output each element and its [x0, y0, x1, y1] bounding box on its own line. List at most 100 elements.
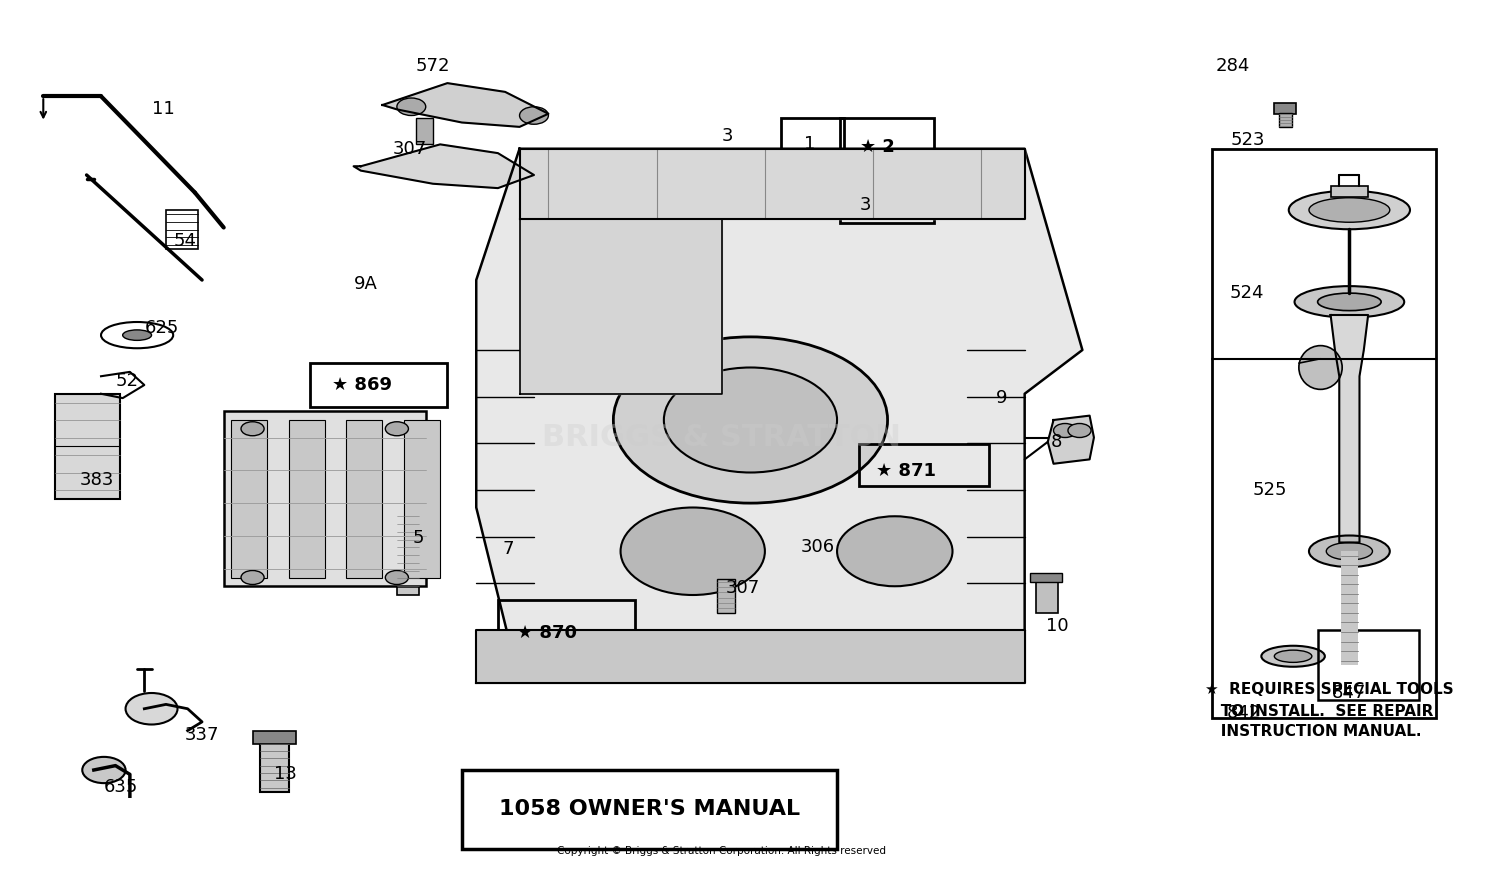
Ellipse shape [1310, 198, 1390, 222]
Ellipse shape [123, 330, 152, 340]
Bar [310, 363, 447, 407]
Bar [56, 394, 120, 499]
Text: ★  REQUIRES SPECIAL TOOLS
   TO INSTALL.  SEE REPAIR
   INSTRUCTION MANUAL.: ★ REQUIRES SPECIAL TOOLS TO INSTALL. SEE… [1204, 682, 1454, 739]
Polygon shape [519, 219, 722, 394]
Ellipse shape [1326, 542, 1372, 560]
Circle shape [126, 693, 177, 724]
Text: 383: 383 [80, 471, 114, 488]
Text: 13: 13 [274, 766, 297, 783]
Bar [1212, 149, 1435, 717]
Ellipse shape [1317, 293, 1382, 311]
Text: 306: 306 [801, 538, 836, 556]
Circle shape [386, 570, 408, 584]
Text: 8: 8 [1050, 433, 1062, 451]
Bar [498, 600, 634, 646]
Text: 5: 5 [413, 529, 424, 547]
Bar [231, 420, 267, 578]
Ellipse shape [1294, 286, 1404, 318]
Ellipse shape [1288, 191, 1410, 229]
Text: 3: 3 [859, 196, 871, 214]
Bar [717, 579, 735, 612]
Text: 7: 7 [503, 541, 513, 558]
Bar [1341, 551, 1358, 665]
Ellipse shape [1262, 646, 1324, 667]
Bar [416, 118, 434, 144]
Polygon shape [477, 149, 1083, 682]
Circle shape [242, 422, 264, 436]
Text: 523: 523 [1232, 131, 1266, 149]
Bar [840, 118, 933, 175]
Text: ★ 871: ★ 871 [876, 462, 936, 480]
Text: BRIGGS & STRATTON: BRIGGS & STRATTON [542, 423, 902, 452]
Text: 337: 337 [184, 726, 219, 744]
Bar [1030, 573, 1062, 582]
Text: 1058 OWNER'S MANUAL: 1058 OWNER'S MANUAL [500, 800, 800, 819]
Circle shape [1053, 424, 1077, 438]
Circle shape [386, 422, 408, 436]
Text: 52: 52 [116, 372, 138, 389]
Bar [1278, 113, 1292, 127]
Bar [398, 507, 418, 595]
Circle shape [837, 516, 952, 586]
Bar [1275, 103, 1296, 114]
Text: 9A: 9A [354, 276, 378, 293]
Circle shape [82, 757, 126, 783]
Bar [224, 411, 426, 586]
Ellipse shape [1275, 650, 1312, 662]
Text: 307: 307 [393, 140, 427, 158]
Circle shape [664, 368, 837, 473]
Bar [1330, 186, 1368, 197]
Text: 3: 3 [722, 127, 734, 144]
Polygon shape [354, 144, 534, 188]
Text: 625: 625 [144, 319, 178, 337]
Circle shape [740, 177, 762, 191]
Circle shape [580, 168, 632, 200]
Bar [166, 210, 198, 249]
Polygon shape [1048, 416, 1094, 464]
Circle shape [519, 107, 549, 124]
Bar [404, 420, 439, 578]
Bar [840, 172, 933, 223]
Circle shape [724, 168, 777, 200]
Circle shape [594, 177, 618, 191]
Text: 10: 10 [1047, 617, 1070, 634]
Text: 11: 11 [152, 101, 174, 118]
Bar [1317, 630, 1419, 700]
Text: 54: 54 [172, 232, 196, 249]
Bar [260, 739, 288, 792]
Text: 9: 9 [996, 389, 1008, 407]
Polygon shape [1330, 315, 1368, 542]
Text: 525: 525 [1252, 481, 1287, 499]
Ellipse shape [1299, 346, 1342, 389]
Text: 284: 284 [1215, 57, 1249, 74]
Text: 635: 635 [104, 779, 138, 796]
Text: 572: 572 [416, 57, 450, 74]
Bar [462, 770, 837, 849]
Polygon shape [477, 630, 1024, 682]
Text: 524: 524 [1230, 284, 1264, 302]
Polygon shape [382, 83, 549, 127]
Ellipse shape [1310, 536, 1390, 567]
Bar [288, 420, 324, 578]
Circle shape [398, 98, 426, 116]
Bar [858, 444, 988, 486]
Circle shape [614, 337, 888, 503]
Bar [252, 731, 296, 744]
Circle shape [868, 168, 921, 200]
Text: 842: 842 [1227, 704, 1262, 722]
Bar [782, 118, 844, 175]
Circle shape [1068, 424, 1090, 438]
Bar [1036, 578, 1058, 612]
Text: 1: 1 [804, 136, 814, 153]
Text: Copyright © Briggs & Stratton Corporation. All Rights reserved: Copyright © Briggs & Stratton Corporatio… [556, 845, 886, 856]
Bar [346, 420, 382, 578]
Circle shape [621, 507, 765, 595]
Polygon shape [519, 149, 1024, 219]
Circle shape [242, 570, 264, 584]
Text: 847: 847 [1332, 684, 1366, 702]
Circle shape [884, 177, 906, 191]
Text: ★ 869: ★ 869 [332, 376, 392, 394]
Text: ★ 870: ★ 870 [516, 624, 576, 641]
Text: ★ 2: ★ 2 [859, 138, 895, 156]
Text: 307: 307 [726, 579, 760, 597]
